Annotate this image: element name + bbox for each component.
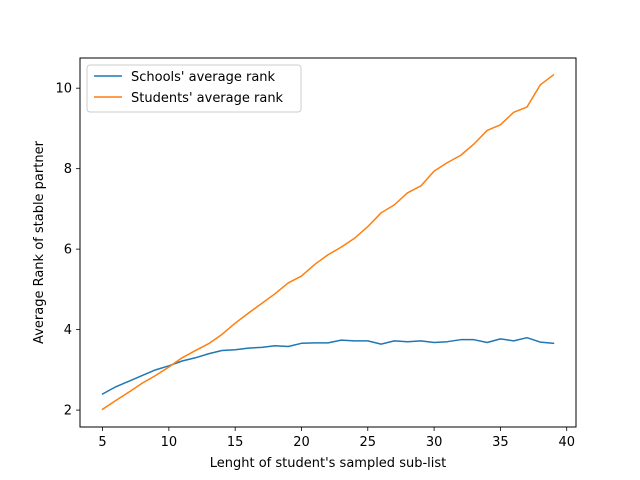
x-axis-label: Lenght of student's sampled sub-list: [210, 456, 447, 471]
y-tick-label: 8: [64, 162, 72, 177]
x-tick-label: 10: [161, 435, 178, 450]
x-axis-ticks: 5 10 15 20 25 30 35 40: [98, 427, 575, 450]
x-tick-label: 5: [98, 435, 106, 450]
y-tick-label: 4: [64, 323, 72, 338]
y-tick-label: 6: [64, 243, 72, 258]
y-tick-label: 10: [55, 82, 72, 97]
plot-frame: [79, 57, 577, 428]
y-axis-label: Average Rank of stable partner: [32, 140, 47, 344]
series-lines: [101, 73, 555, 411]
x-tick-label: 30: [426, 435, 443, 450]
x-tick-label: 20: [293, 435, 310, 450]
y-axis-ticks: 2 4 6 8 10: [55, 82, 80, 419]
legend-label-schools: Schools' average rank: [131, 70, 276, 85]
x-tick-label: 25: [360, 435, 377, 450]
legend-label-students: Students' average rank: [131, 91, 284, 106]
x-tick-label: 40: [558, 435, 575, 450]
y-tick-label: 2: [64, 404, 72, 419]
legend-box: [86, 64, 302, 113]
x-tick-label: 35: [492, 435, 509, 450]
series-line-students: [101, 73, 555, 411]
plot-area: [80, 58, 576, 427]
legend: Schools' average rank Students' average …: [86, 64, 302, 113]
x-tick-label: 15: [227, 435, 244, 450]
series-line-schools: [101, 336, 555, 396]
